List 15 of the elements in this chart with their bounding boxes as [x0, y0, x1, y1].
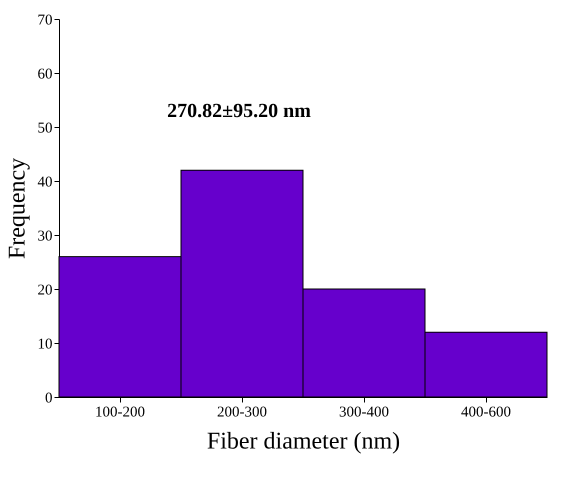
annotation: 270.82±95.20 nm: [167, 100, 312, 122]
y-tick-label: 40: [38, 174, 52, 190]
y-tick-label: 20: [38, 282, 52, 298]
y-tick-label: 60: [38, 66, 52, 82]
y-axis-title: Frequency: [4, 158, 30, 260]
x-tick-label: 400-600: [461, 404, 511, 420]
y-tick-label: 70: [38, 12, 52, 28]
y-tick-label: 30: [38, 228, 52, 244]
x-axis-title: Fiber diameter (nm): [206, 428, 400, 454]
x-tick-label: 300-400: [339, 404, 389, 420]
y-tick-label: 50: [38, 120, 52, 136]
x-tick-label: 100-200: [95, 404, 145, 420]
x-tick-label: 200-300: [217, 404, 267, 420]
y-tick-label: 0: [45, 390, 52, 406]
y-tick-label: 10: [38, 336, 52, 352]
